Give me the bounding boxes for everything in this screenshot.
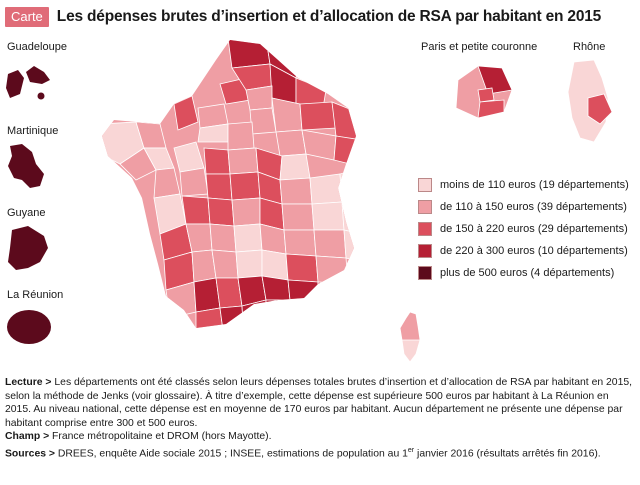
label-paris: Paris et petite couronne [421,41,538,53]
legend-item: plus de 500 euros (4 départements) [418,262,629,284]
legend-label: de 150 à 220 euros (29 départements) [440,223,628,235]
france-map [102,40,356,328]
sources-note: Sources > DREES, enquête Aide sociale 20… [5,444,635,461]
dept-cote-or [309,173,343,205]
legend-swatch [418,200,432,214]
dept-moselle [331,101,356,141]
guyane-map [8,226,48,270]
dept-gard [261,275,291,301]
sources-label: Sources > [5,448,55,460]
dept-herault [265,299,291,328]
champ-text: France métropolitaine et DROM (hors Mayo… [49,431,272,443]
dept-val-de-marne [477,99,505,119]
guadeloupe-basse-terre [6,70,24,98]
dept-loire [283,229,317,257]
sources-text-end: janvier 2016 (résultats arrêtés fin 2016… [414,448,601,460]
legend-label: de 110 à 150 euros (39 départements) [440,201,627,213]
dept-ain-jura [311,201,345,231]
reunion-map [7,310,51,344]
dept-marne [271,97,303,133]
guadeloupe-map [6,66,50,100]
label-martinique: Martinique [7,125,59,137]
dept-savoie [343,229,356,263]
legend-item: de 110 à 150 euros (39 départements) [418,196,629,218]
lecture-label: Lecture > [5,377,52,388]
dept-saone-loire [281,203,315,231]
dept-lot [211,249,239,279]
rhone-inset-map [567,59,613,143]
champ-note: Champ > France métropolitaine et DROM (h… [5,430,635,444]
dept-seine-saint-denis [477,65,513,95]
martinique-map [8,144,44,188]
dept-meuse [299,101,337,131]
label-guadeloupe: Guadeloupe [7,41,67,53]
legend-item: de 220 à 300 euros (10 départements) [418,240,629,262]
label-rhone: Rhône [573,41,606,53]
dept-aude [241,299,267,328]
dept-sarthe [203,147,231,175]
dept-yonne [279,153,311,181]
guadeloupe-grande-terre [26,66,50,84]
legend-item: de 150 à 220 euros (29 départements) [418,218,629,240]
dept-loir-cher [227,147,259,175]
legend-label: moins de 110 euros (19 départements) [440,179,629,191]
dept-indre [229,171,261,201]
sources-text: DREES, enquête Aide sociale 2015 ; INSEE… [54,448,408,460]
dept-tarn-garonne [215,277,243,309]
champ-label: Champ > [5,431,50,443]
dept-var-alpes [317,281,351,305]
dept-isere [313,229,347,259]
dept-haute-savoie [341,199,356,235]
map-title: Les dépenses brutes d’insertion et d’all… [56,8,602,25]
dept-corse-du-sud [401,339,421,363]
dept-haute-loire [261,249,289,281]
dept-ile-de-france [249,107,277,135]
legend-label: de 220 à 300 euros (10 départements) [440,245,628,257]
label-reunion: La Réunion [7,289,64,301]
map-legend: moins de 110 euros (19 départements) de … [418,174,629,284]
legend-item: moins de 110 euros (19 départements) [418,174,629,196]
dept-hautes-alpes [315,255,349,285]
dept-nievre [279,177,313,205]
header: Carte Les dépenses brutes d’insertion et… [5,7,601,27]
dept-pas-calais [227,40,271,69]
reunion-shape [7,310,51,344]
dept-vienne [207,197,235,227]
dept-oise [245,85,273,111]
notes-block: Lecture > Les départements ont été class… [5,376,635,461]
dept-pyrenees-atlantiques [195,307,225,328]
dept-haute-vienne [231,197,261,227]
lecture-text: Les départements ont été classés selon l… [5,377,633,429]
label-guyane: Guyane [7,207,46,219]
dept-doubs [339,167,356,203]
legend-label: plus de 500 euros (4 départements) [440,267,615,279]
paris-inset-map [455,65,513,119]
marie-galante [37,92,45,100]
dept-cantal [235,249,263,279]
dept-indre-loire [205,173,233,201]
martinique-shape [8,144,44,188]
legend-swatch [418,178,432,192]
lecture-note: Lecture > Les départements ont été class… [5,376,635,430]
dept-metropole-lyon [587,93,613,125]
legend-swatch [418,266,432,280]
legend-swatch [418,222,432,236]
dept-eure-loir [227,121,255,151]
dept-dordogne [209,223,237,253]
corse-map [399,311,421,363]
legend-swatch [418,244,432,258]
dept-vaucluse [287,279,319,301]
dept-aube [275,129,307,157]
sources-superscript: er [407,446,415,454]
guyane-shape [8,226,48,270]
dept-ariege [219,305,245,328]
dept-paris [477,87,495,103]
dept-maine-loire [179,167,209,197]
dept-gers [193,277,221,313]
carte-badge: Carte [5,7,49,27]
dept-deux-sevres [181,195,211,225]
dept-correze [233,223,263,253]
dept-drome [285,253,319,283]
